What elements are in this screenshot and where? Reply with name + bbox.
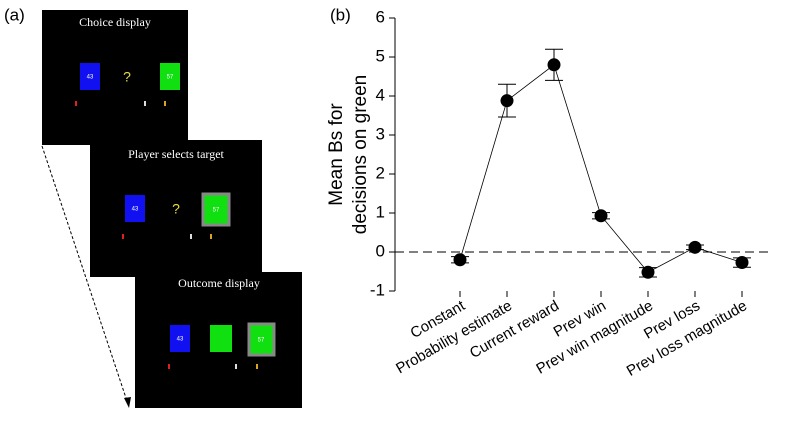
- y-tick-label: 6: [376, 7, 385, 26]
- y-axis-label: decisions on green: [350, 75, 371, 235]
- y-tick-label: 3: [376, 124, 385, 143]
- y-tick-label: 2: [376, 163, 385, 182]
- y-tick-label: -1: [370, 280, 385, 299]
- point: [735, 256, 749, 270]
- flow-arrow: [41, 145, 129, 405]
- box-number: 43: [87, 75, 94, 81]
- panel-label: (a): [4, 5, 25, 24]
- point: [594, 209, 608, 223]
- box-number: 43: [132, 207, 139, 213]
- y-axis-label: Mean Bs for: [326, 103, 347, 206]
- y-tick-label: 1: [376, 202, 385, 221]
- panel-label: (b): [330, 5, 351, 24]
- y-tick-label: 5: [376, 46, 385, 65]
- screen: Player selects target 43 ? 57: [90, 140, 262, 277]
- box-number: 57: [167, 75, 174, 81]
- symbol: ?: [123, 69, 131, 85]
- point: [500, 94, 514, 108]
- screen-title: Player selects target: [128, 147, 224, 161]
- arrow-head: [124, 397, 131, 408]
- screen: Choice display 43 ? 57: [42, 10, 188, 145]
- y-tick-label: 0: [376, 241, 385, 260]
- point: [547, 58, 561, 72]
- point: [453, 253, 467, 267]
- screen-title: Outcome display: [178, 276, 260, 290]
- point: [688, 240, 702, 254]
- box-number: 43: [177, 337, 184, 343]
- data-line: [459, 64, 743, 273]
- box-number: 57: [258, 338, 265, 344]
- screen-title: Choice display: [79, 15, 151, 29]
- point: [641, 265, 655, 279]
- y-tick-label: 4: [376, 85, 385, 104]
- box-number: 57: [213, 208, 220, 214]
- screen: Outcome display 43 57: [135, 272, 302, 408]
- symbol: ?: [172, 201, 180, 217]
